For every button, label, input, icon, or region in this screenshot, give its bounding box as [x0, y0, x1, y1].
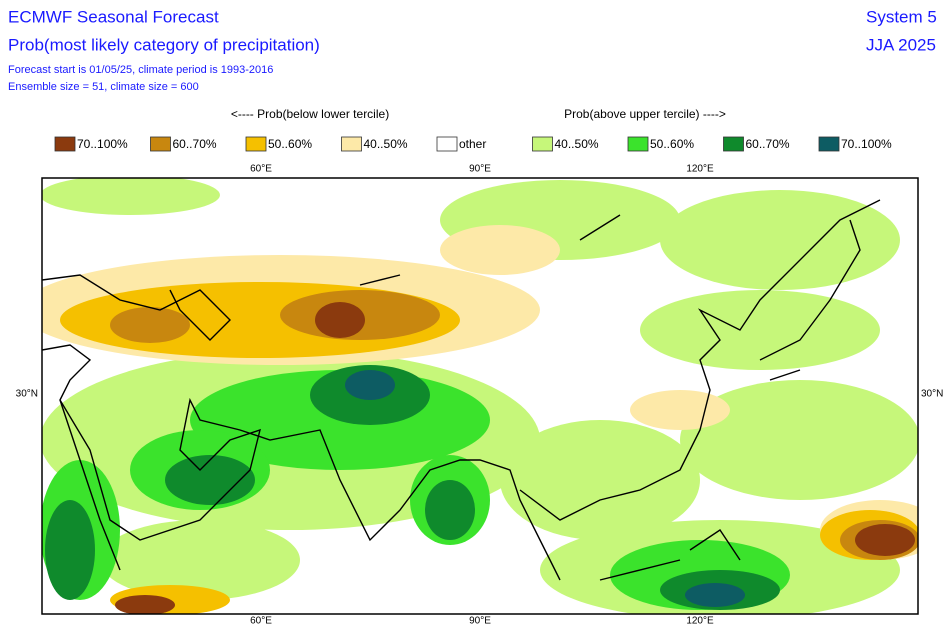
legend-label: 50..60% — [650, 137, 694, 151]
legend-swatch — [341, 136, 362, 152]
lon-label: 120°E — [686, 164, 714, 175]
map — [42, 178, 918, 614]
legend-label: 40..50% — [555, 137, 599, 151]
subtitle: Prob(most likely category of precipitati… — [8, 35, 320, 54]
map-frame — [41, 177, 919, 615]
system: System 5 — [866, 7, 937, 26]
lat-label: 30°N — [921, 389, 943, 400]
lon-label: 90°E — [469, 616, 491, 627]
legend-label: other — [459, 137, 486, 151]
lon-label: 60°E — [250, 616, 272, 627]
lat-label: 30°N — [16, 389, 38, 400]
legend-swatch — [245, 136, 267, 152]
lon-label: 120°E — [686, 616, 714, 627]
legend-swatch — [532, 136, 553, 152]
legend-label: 60..70% — [173, 137, 217, 151]
legend-swatch — [436, 136, 458, 152]
info: Forecast start is 01/05/25, climate peri… — [8, 64, 273, 76]
above-label: Prob(above upper tercile) ----> — [564, 107, 726, 121]
legend-label: 70..100% — [841, 137, 892, 151]
legend-label: 50..60% — [268, 137, 312, 151]
legend-label: 60..70% — [746, 137, 790, 151]
legend-swatch — [150, 136, 171, 152]
below-label: <---- Prob(below lower tercile) — [231, 107, 389, 121]
legend-swatch — [723, 136, 744, 152]
title: ECMWF Seasonal Forecast — [8, 7, 219, 26]
legend: 70..100% 60..70% 50..60% 40..50% other 40..50… — [54, 136, 892, 152]
lon-label: 60°E — [250, 164, 272, 175]
legend-swatch — [627, 136, 649, 152]
legend-label: 70..100% — [77, 137, 128, 151]
lon-label: 90°E — [469, 164, 491, 175]
info: Ensemble size = 51, climate size = 600 — [8, 81, 199, 93]
legend-swatch — [818, 136, 840, 152]
legend-label: 40..50% — [364, 137, 408, 151]
legend-swatch — [54, 136, 76, 152]
season: JJA 2025 — [866, 35, 936, 54]
